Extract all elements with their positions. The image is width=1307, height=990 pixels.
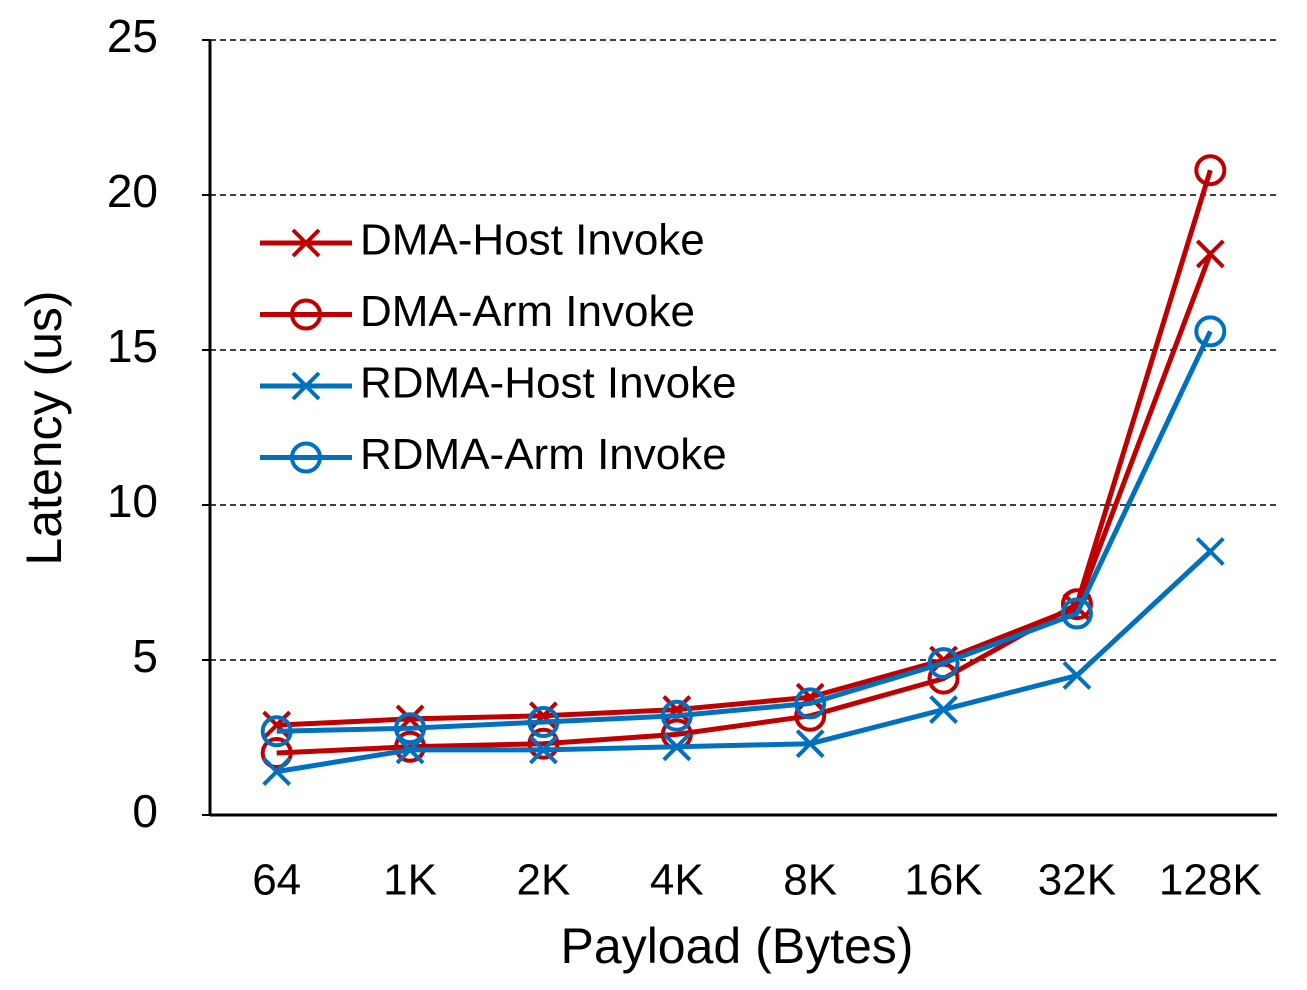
marker [527, 727, 560, 760]
marker [1060, 597, 1093, 630]
marker [1195, 239, 1225, 269]
marker [260, 737, 293, 769]
x-tick-label: 4K [650, 856, 704, 905]
legend-label: DMA-Host Invoke [360, 216, 705, 265]
marker [1194, 315, 1227, 348]
y-tick-label: 25 [107, 10, 158, 62]
x-tick-label: 32K [1038, 856, 1116, 905]
marker [291, 371, 321, 401]
x-axis-title: Payload (Bytes) [561, 918, 914, 974]
legend-label: DMA-Arm Invoke [360, 287, 695, 336]
y-tick-label: 20 [107, 165, 158, 217]
marker [290, 298, 322, 331]
x-tick-label: 2K [517, 856, 571, 905]
marker [260, 715, 293, 748]
marker [929, 695, 958, 725]
y-tick-label: 10 [107, 475, 158, 527]
series-line [276, 169, 1213, 756]
marker [1062, 661, 1092, 690]
x-tick-label: 1K [383, 856, 437, 905]
marker [262, 710, 292, 740]
series-line [276, 330, 1213, 734]
marker [394, 730, 427, 763]
x-tick-label: 64 [252, 856, 301, 905]
marker [1195, 537, 1225, 566]
series-line [276, 549, 1213, 775]
y-tick-label: 5 [132, 630, 158, 682]
marker [927, 647, 960, 680]
marker [290, 441, 322, 474]
marker [662, 732, 692, 762]
marker [660, 699, 693, 732]
legend-label: RDMA-Arm Invoke [360, 430, 727, 479]
marker [1194, 154, 1227, 187]
x-tick-label: 128K [1159, 856, 1262, 905]
y-axis-title: Latency (us) [16, 290, 72, 565]
y-tick-label: 0 [132, 785, 158, 837]
marker [795, 729, 825, 759]
marker [794, 687, 827, 720]
legend-label: RDMA-Host Invoke [360, 359, 737, 408]
marker [1060, 588, 1093, 621]
x-tick-label: 16K [904, 856, 982, 905]
marker [291, 228, 321, 258]
marker [527, 706, 560, 738]
y-tick-label: 15 [107, 320, 158, 372]
marker [529, 735, 558, 765]
x-tick-label: 8K [783, 856, 837, 905]
marker [262, 757, 292, 787]
marker [394, 712, 427, 745]
